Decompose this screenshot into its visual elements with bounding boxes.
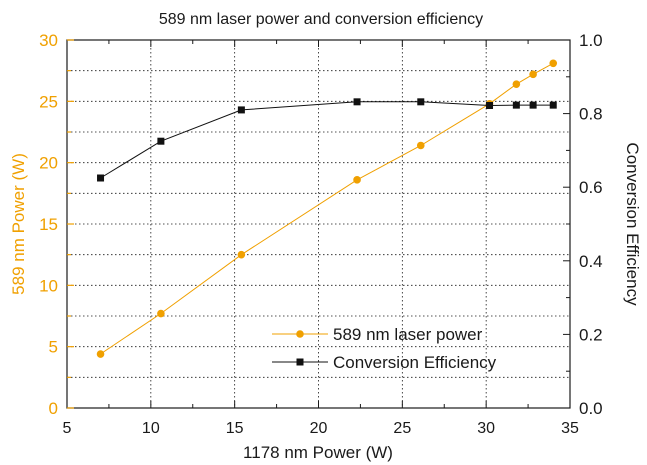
y-left-tick-label: 20: [39, 154, 58, 173]
y-left-tick-label: 15: [39, 215, 58, 234]
legend-entry-1: 589 nm laser power: [272, 325, 483, 344]
data-point: [353, 98, 361, 106]
data-point: [237, 250, 246, 259]
data-point: [529, 70, 537, 79]
data-point: [237, 106, 245, 114]
y-right-tick-label: 0.4: [579, 252, 603, 271]
y-right-tick-labels: 0.0 0.2 0.4 0.6 0.8 1.0: [579, 31, 603, 418]
x-tick-label: 5: [63, 420, 72, 437]
data-point: [416, 141, 425, 150]
y-left-tick-label: 5: [49, 338, 58, 357]
y-left-tick-labels: 0 5 10 15 20 25 30: [39, 31, 58, 418]
y-left-tick-label: 30: [39, 31, 58, 50]
x-tick-label: 35: [561, 420, 579, 437]
y-axis-right-label: Conversion Efficiency: [623, 142, 642, 306]
series-line: [100, 101, 554, 179]
legend-label: Conversion Efficiency: [333, 353, 497, 372]
legend-marker: [296, 358, 304, 366]
x-tick-labels: 5 10 15 20 25 30 35: [63, 420, 579, 437]
data-point: [157, 137, 165, 145]
tick-marks: [66, 39, 571, 409]
data-point: [157, 309, 165, 318]
series-line: [100, 62, 554, 355]
data-point: [529, 101, 537, 109]
data-point: [512, 80, 521, 88]
y-axis-left-label: 589 nm Power (W): [9, 153, 28, 295]
data-point: [512, 101, 520, 109]
y-right-tick-label: 1.0: [579, 31, 603, 50]
x-axis-label: 1178 nm Power (W): [243, 443, 393, 462]
chart-title: 589 nm laser power and conversion effici…: [159, 11, 483, 28]
data-point: [417, 98, 425, 106]
x-tick-label: 15: [226, 420, 244, 437]
legend-label: 589 nm laser power: [333, 325, 483, 344]
y-left-tick-label: 10: [39, 276, 58, 295]
legend-marker: [296, 330, 304, 338]
data-point: [549, 59, 558, 68]
series-2: [97, 98, 557, 182]
data-point: [96, 350, 105, 358]
y-left-tick-label: 0: [49, 399, 58, 418]
y-right-tick-label: 0.0: [579, 399, 603, 418]
x-tick-label: 30: [477, 420, 495, 437]
data-point: [486, 102, 494, 110]
y-right-tick-label: 0.8: [579, 105, 603, 124]
y-left-tick-label: 25: [39, 92, 58, 111]
series-layer: [96, 59, 558, 358]
x-tick-label: 25: [393, 420, 411, 437]
data-point: [353, 176, 361, 184]
legend: 589 nm laser power Conversion Efficiency: [272, 325, 497, 372]
x-tick-label: 10: [142, 420, 160, 437]
y-right-tick-label: 0.6: [579, 178, 603, 197]
y-right-tick-label: 0.2: [579, 325, 603, 344]
x-tick-label: 20: [310, 420, 328, 437]
data-point: [549, 101, 557, 109]
data-point: [97, 174, 105, 182]
legend-entry-2: Conversion Efficiency: [272, 353, 497, 372]
